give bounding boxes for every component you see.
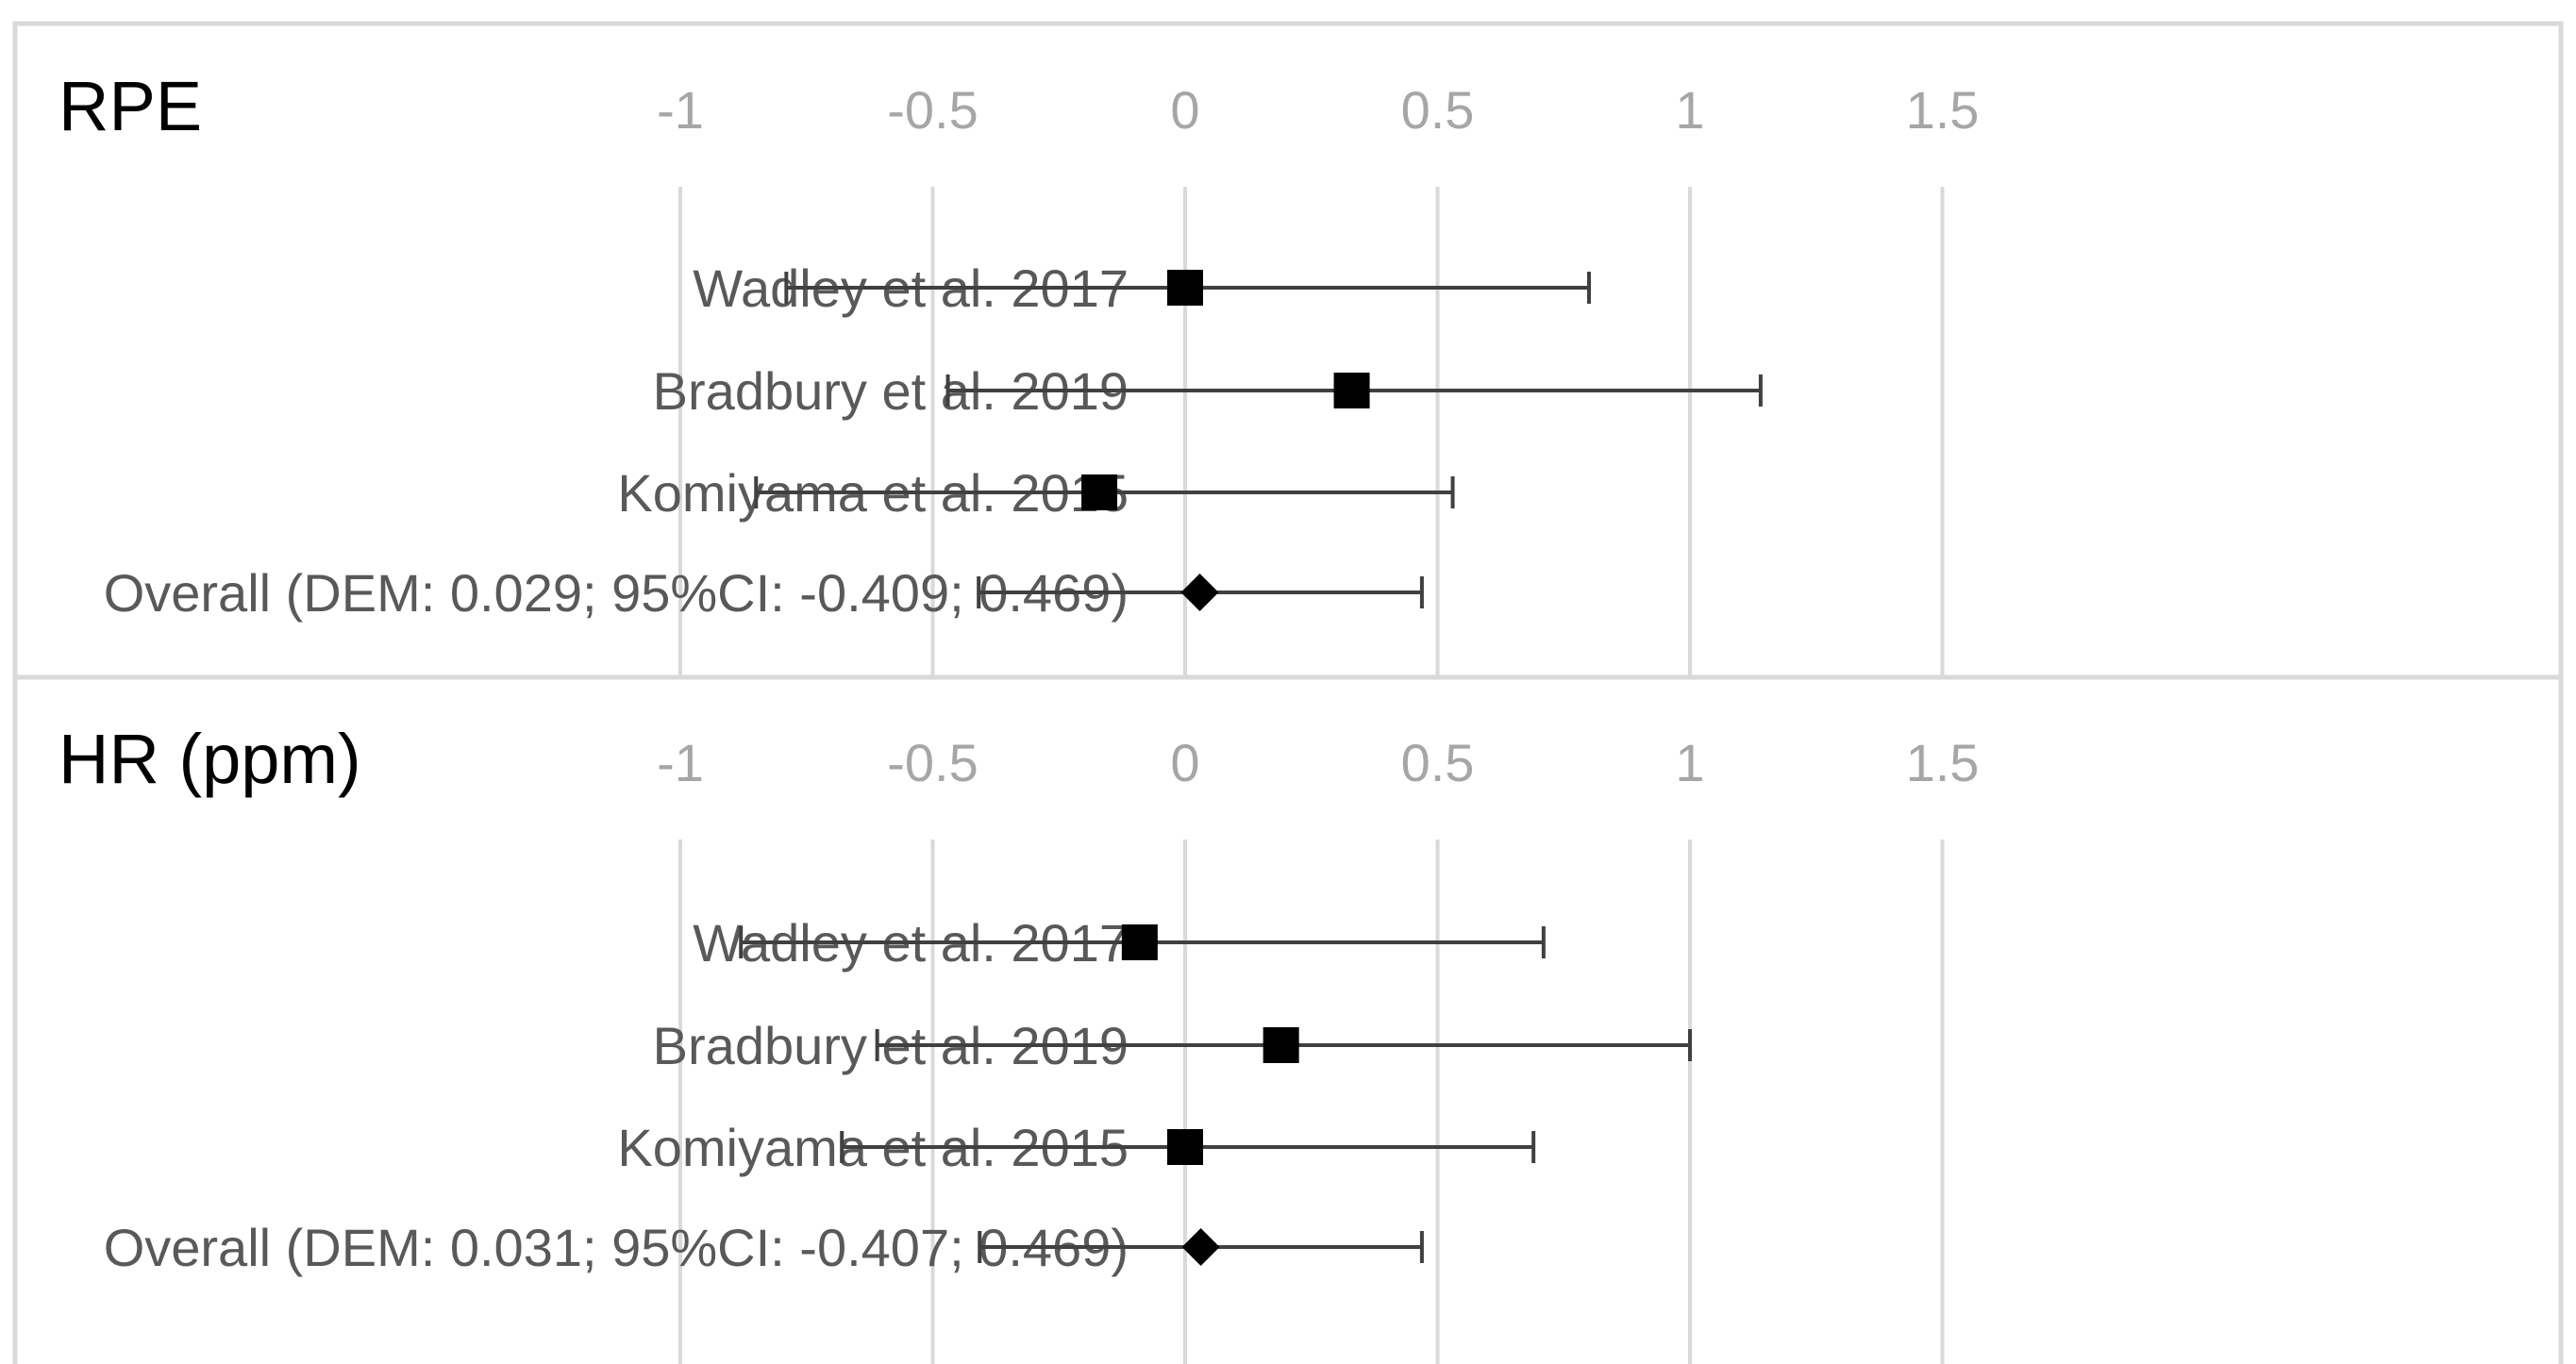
x-tick-label: -1 [657, 80, 704, 140]
x-axis-ticks: -1 -0.5 0 0.5 1 1.5 [657, 80, 1979, 140]
point-estimate-square [1333, 373, 1370, 408]
x-tick-label: 1 [1675, 80, 1704, 140]
gridlines [678, 187, 1945, 677]
point-estimate-square [1081, 474, 1118, 510]
figure-frame [12, 21, 2564, 1364]
point-estimate-square [1121, 924, 1158, 960]
pooled-estimate-diamond [1181, 1228, 1220, 1266]
x-tick-label: 0.5 [1401, 733, 1475, 792]
x-tick-label: -1 [657, 733, 704, 792]
gridlines [678, 840, 1945, 1364]
panel-title: RPE [59, 67, 202, 145]
x-tick-label: 1.5 [1906, 80, 1980, 140]
x-tick-label: -0.5 [887, 733, 979, 792]
panel-title: HR (ppm) [59, 720, 361, 798]
pooled-estimate-diamond [1180, 574, 1219, 611]
x-tick-label: 1 [1675, 733, 1704, 792]
rpe-panel: RPE -1 -0.5 0 0.5 1 1.5 Wadley et al. 2017Bra… [59, 67, 1979, 677]
x-tick-label: 0 [1170, 80, 1199, 140]
point-estimate-square [1167, 270, 1203, 306]
point-estimate-square [1167, 1129, 1203, 1165]
x-axis-ticks: -1 -0.5 0 0.5 1 1.5 [657, 733, 1979, 792]
study-label: Overall (DEM: 0.029; 95%CI: -0.409; 0.46… [104, 563, 1129, 623]
x-tick-label: -0.5 [887, 80, 979, 140]
x-tick-label: 0.5 [1401, 80, 1475, 140]
x-tick-label: 0 [1170, 733, 1199, 792]
study-label: Overall (DEM: 0.031; 95%CI: -0.407; 0.46… [104, 1218, 1129, 1277]
point-estimate-square [1263, 1027, 1299, 1063]
hr-panel: HR (ppm) -1 -0.5 0 0.5 1 1.5 Wadley et al. 20… [59, 720, 1979, 1364]
x-tick-label: 1.5 [1906, 733, 1980, 792]
